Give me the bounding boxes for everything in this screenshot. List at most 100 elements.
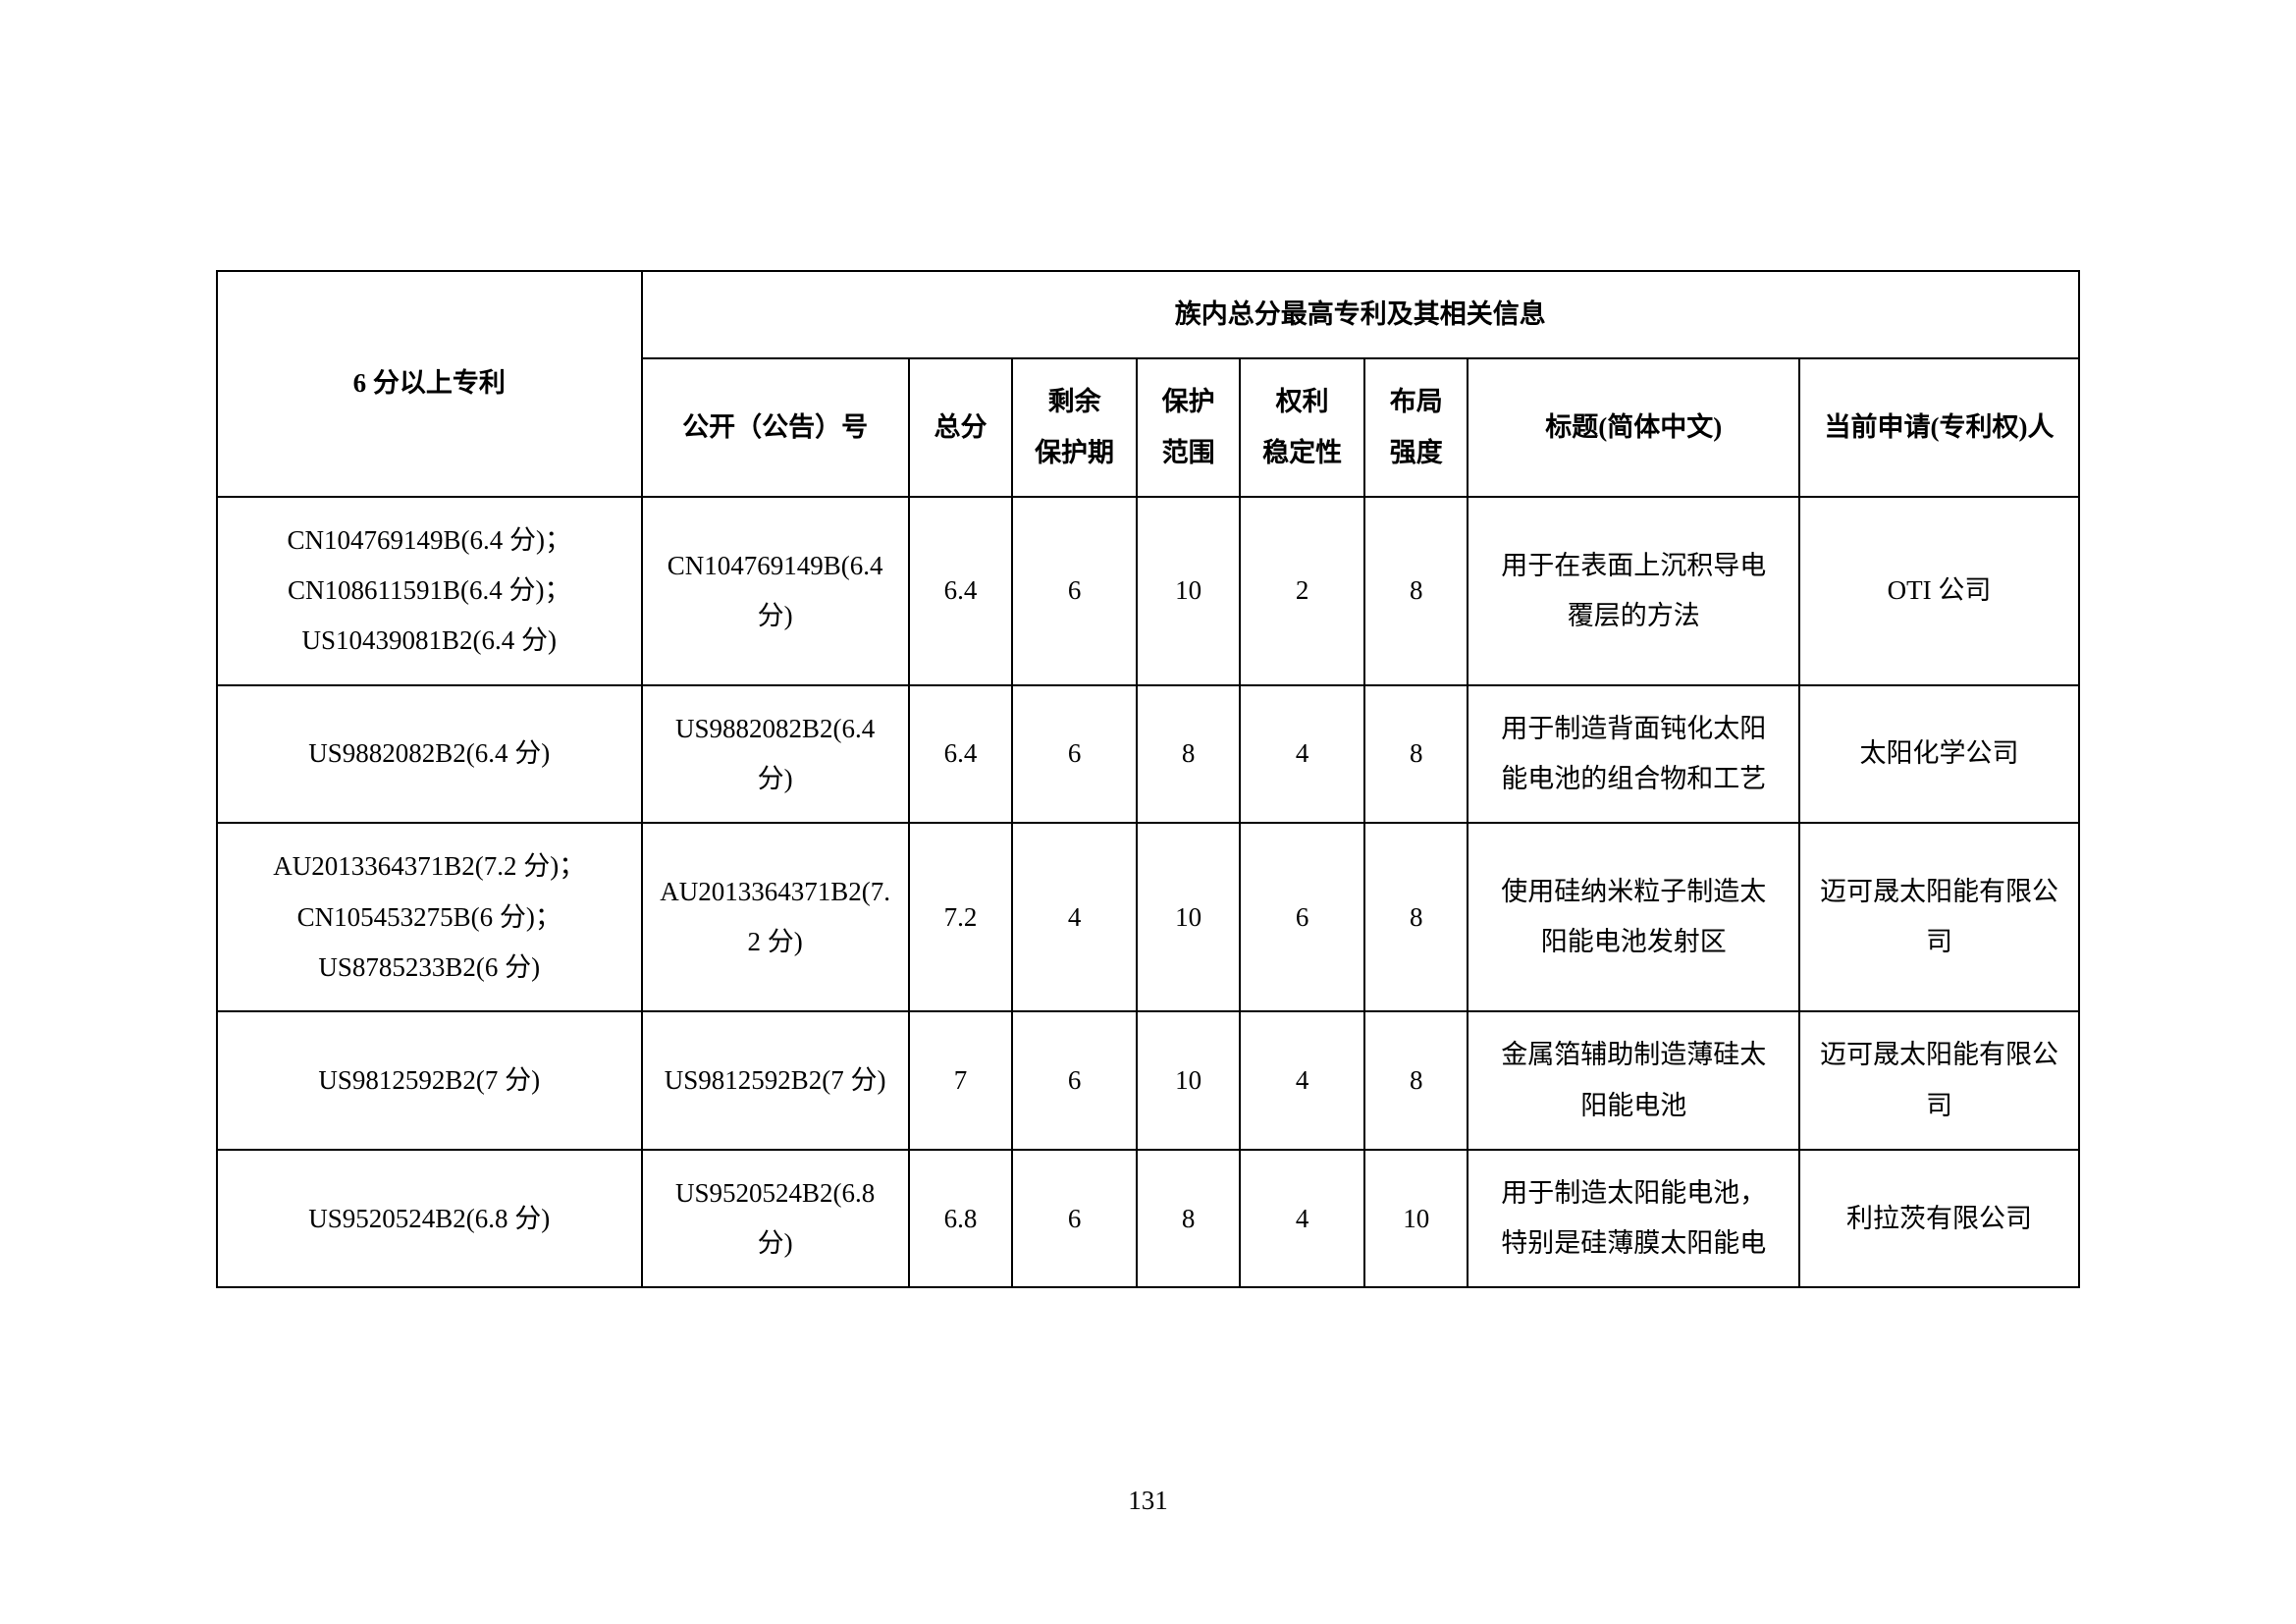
cell-applicant-line: 迈可晟太阳能有限公 [1808, 1030, 2070, 1080]
cell-applicant-line: 迈可晟太阳能有限公 [1808, 867, 2070, 917]
cell-title-cn-line: 能电池的组合物和工艺 [1476, 754, 1790, 804]
cell-remaining-term: 6 [1012, 1150, 1137, 1288]
table-row: US9520524B2(6.8 分)US9520524B2(6.8分)6.868… [217, 1150, 2079, 1288]
cell-pub-no-line: AU2013364371B2(7. [651, 867, 900, 917]
cell-total-score: 6.8 [909, 1150, 1013, 1288]
cell-protection-scope: 10 [1137, 823, 1241, 1011]
table-header: 6 分以上专利 族内总分最高专利及其相关信息 公开（公告）号 总分 剩余 保护期… [217, 271, 2079, 497]
cell-layout-strength: 8 [1364, 823, 1468, 1011]
cell-layout-strength: 8 [1364, 1011, 1468, 1150]
col-header-title-cn: 标题(简体中文) [1468, 358, 1799, 497]
cell-patents-over-6: US9882082B2(6.4 分) [217, 685, 642, 824]
cell-pub-no-line: US9882082B2(6.4 [651, 704, 900, 754]
cell-applicant-line: OTI 公司 [1808, 566, 2070, 616]
cell-pub-no-line: CN104769149B(6.4 [651, 541, 900, 591]
cell-title-cn: 用于在表面上沉积导电覆层的方法 [1468, 497, 1799, 685]
cell-patents-over-6-line: US10439081B2(6.4 分) [226, 616, 633, 666]
col-header-right-stability-l1: 权利 [1249, 377, 1356, 427]
col-header-total-score: 总分 [909, 358, 1013, 497]
cell-title-cn-line: 特别是硅薄膜太阳能电 [1476, 1218, 1790, 1269]
cell-patents-over-6-line: US8785233B2(6 分) [226, 943, 633, 993]
col-header-remaining-term-l1: 剩余 [1021, 377, 1128, 427]
cell-remaining-term: 6 [1012, 1011, 1137, 1150]
cell-pub-no-line: US9812592B2(7 分) [651, 1056, 900, 1106]
cell-patents-over-6: CN104769149B(6.4 分)；CN108611591B(6.4 分)；… [217, 497, 642, 685]
col-header-layout-strength-l2: 强度 [1373, 428, 1460, 478]
cell-patents-over-6: US9520524B2(6.8 分) [217, 1150, 642, 1288]
cell-layout-strength: 8 [1364, 497, 1468, 685]
table-row: CN104769149B(6.4 分)；CN108611591B(6.4 分)；… [217, 497, 2079, 685]
cell-patents-over-6-line: CN104769149B(6.4 分)； [226, 515, 633, 566]
cell-total-score: 6.4 [909, 685, 1013, 824]
cell-applicant: 太阳化学公司 [1799, 685, 2079, 824]
cell-title-cn: 用于制造背面钝化太阳能电池的组合物和工艺 [1468, 685, 1799, 824]
cell-pub-no-line: 分) [651, 754, 900, 804]
cell-patents-over-6-line: CN105453275B(6 分)； [226, 893, 633, 943]
page-number: 131 [0, 1486, 2296, 1516]
table-body: CN104769149B(6.4 分)；CN108611591B(6.4 分)；… [217, 497, 2079, 1288]
cell-applicant-line: 司 [1808, 1081, 2070, 1131]
cell-title-cn-line: 阳能电池发射区 [1476, 917, 1790, 967]
cell-pub-no-line: US9520524B2(6.8 [651, 1168, 900, 1218]
cell-protection-scope: 8 [1137, 1150, 1241, 1288]
cell-applicant: 利拉茨有限公司 [1799, 1150, 2079, 1288]
table-row: AU2013364371B2(7.2 分)；CN105453275B(6 分)；… [217, 823, 2079, 1011]
cell-remaining-term: 6 [1012, 497, 1137, 685]
col-header-protection-scope-l1: 保护 [1146, 377, 1232, 427]
cell-title-cn-line: 用于在表面上沉积导电 [1476, 541, 1790, 591]
cell-applicant: OTI 公司 [1799, 497, 2079, 685]
cell-protection-scope: 8 [1137, 685, 1241, 824]
cell-pub-no-line: 2 分) [651, 917, 900, 967]
cell-total-score: 7 [909, 1011, 1013, 1150]
cell-patents-over-6: AU2013364371B2(7.2 分)；CN105453275B(6 分)；… [217, 823, 642, 1011]
cell-title-cn: 金属箔辅助制造薄硅太阳能电池 [1468, 1011, 1799, 1150]
col-header-layout-strength: 布局 强度 [1364, 358, 1468, 497]
cell-remaining-term: 6 [1012, 685, 1137, 824]
cell-total-score: 7.2 [909, 823, 1013, 1011]
cell-right-stability: 4 [1240, 1011, 1364, 1150]
cell-title-cn: 用于制造太阳能电池，特别是硅薄膜太阳能电 [1468, 1150, 1799, 1288]
cell-pub-no: AU2013364371B2(7.2 分) [642, 823, 909, 1011]
cell-title-cn-line: 金属箔辅助制造薄硅太 [1476, 1030, 1790, 1080]
cell-total-score: 6.4 [909, 497, 1013, 685]
cell-applicant-line: 太阳化学公司 [1808, 729, 2070, 779]
cell-title-cn-line: 覆层的方法 [1476, 591, 1790, 641]
col-header-right-stability: 权利 稳定性 [1240, 358, 1364, 497]
col-header-layout-strength-l1: 布局 [1373, 377, 1460, 427]
cell-right-stability: 4 [1240, 1150, 1364, 1288]
col-header-remaining-term-l2: 保护期 [1021, 428, 1128, 478]
col-header-remaining-term: 剩余 保护期 [1012, 358, 1137, 497]
table-row: US9882082B2(6.4 分)US9882082B2(6.4分)6.468… [217, 685, 2079, 824]
cell-title-cn: 使用硅纳米粒子制造太阳能电池发射区 [1468, 823, 1799, 1011]
cell-pub-no: US9812592B2(7 分) [642, 1011, 909, 1150]
col-header-pub-no: 公开（公告）号 [642, 358, 909, 497]
cell-pub-no: US9882082B2(6.4分) [642, 685, 909, 824]
col-header-right-stability-l2: 稳定性 [1249, 428, 1356, 478]
col-header-protection-scope: 保护 范围 [1137, 358, 1241, 497]
patent-table: 6 分以上专利 族内总分最高专利及其相关信息 公开（公告）号 总分 剩余 保护期… [216, 270, 2080, 1288]
col-header-protection-scope-l2: 范围 [1146, 428, 1232, 478]
cell-protection-scope: 10 [1137, 497, 1241, 685]
col-header-patents-over-6: 6 分以上专利 [217, 271, 642, 497]
table-row: US9812592B2(7 分)US9812592B2(7 分)761048金属… [217, 1011, 2079, 1150]
cell-protection-scope: 10 [1137, 1011, 1241, 1150]
cell-pub-no: CN104769149B(6.4分) [642, 497, 909, 685]
cell-applicant: 迈可晟太阳能有限公司 [1799, 823, 2079, 1011]
cell-applicant: 迈可晟太阳能有限公司 [1799, 1011, 2079, 1150]
cell-patents-over-6-line: US9882082B2(6.4 分) [226, 729, 633, 779]
col-header-applicant: 当前申请(专利权)人 [1799, 358, 2079, 497]
cell-remaining-term: 4 [1012, 823, 1137, 1011]
cell-pub-no: US9520524B2(6.8分) [642, 1150, 909, 1288]
table-header-row-1: 6 分以上专利 族内总分最高专利及其相关信息 [217, 271, 2079, 358]
cell-right-stability: 2 [1240, 497, 1364, 685]
cell-title-cn-line: 使用硅纳米粒子制造太 [1476, 867, 1790, 917]
cell-pub-no-line: 分) [651, 1218, 900, 1269]
cell-title-cn-line: 阳能电池 [1476, 1081, 1790, 1131]
cell-applicant-line: 利拉茨有限公司 [1808, 1194, 2070, 1244]
cell-right-stability: 6 [1240, 823, 1364, 1011]
cell-patents-over-6-line: AU2013364371B2(7.2 分)； [226, 841, 633, 892]
cell-patents-over-6-line: US9520524B2(6.8 分) [226, 1194, 633, 1244]
cell-applicant-line: 司 [1808, 917, 2070, 967]
cell-patents-over-6: US9812592B2(7 分) [217, 1011, 642, 1150]
cell-patents-over-6-line: CN108611591B(6.4 分)； [226, 566, 633, 616]
